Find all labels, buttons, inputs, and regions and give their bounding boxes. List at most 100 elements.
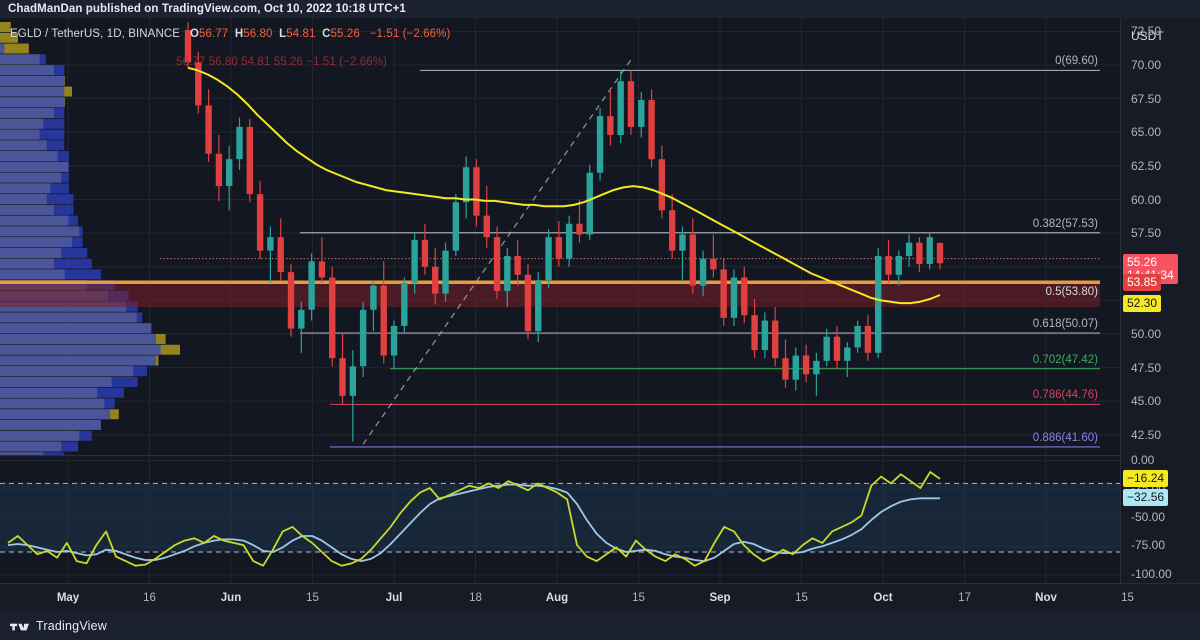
secondary-price-tag-value: 53.85 [1127,275,1158,290]
candle-body [432,266,439,294]
tradingview-glyph-icon [10,623,29,630]
candle-body [329,277,336,359]
profile-inner-bar [0,204,74,215]
oscillator-canvas[interactable] [0,456,1120,583]
ohlc-h-value: 56.80 [243,28,273,40]
time-tick: 17 [958,592,971,604]
tradingview-brand-text: TradingView [36,619,107,633]
candle-body [864,325,872,353]
osc-d-tag-value: −32.56 [1127,489,1165,504]
candle-body [545,237,552,281]
profile-inner-bar [0,355,157,366]
osc-k-tag[interactable]: −16.24 [1123,470,1169,488]
vwap-shade [0,282,1100,308]
time-tick: Oct [873,592,893,604]
candle-body [195,62,202,106]
candle-body [710,258,717,270]
profile-inner-bar [0,387,124,398]
ohlc-change: −1.51 (−2.66%) [369,28,451,40]
price-tick: 72.50 [1131,24,1162,39]
ma-price-tag[interactable]: 52.30 [1123,295,1162,313]
candle-body [813,360,820,375]
price-chart-canvas[interactable] [0,18,1120,455]
candle-body [720,269,727,318]
profile-inner-bar [0,183,69,194]
candle-body [936,242,944,264]
time-tick: Nov [1035,592,1057,604]
osc-k-line [7,471,941,567]
candle-body [318,261,326,278]
candle-body [607,116,614,135]
ma-price-tag-value: 52.30 [1127,296,1158,311]
profile-inner-bar [0,269,101,280]
price-tick: 60.00 [1131,192,1162,207]
candle-body [874,255,882,353]
profile-inner-bar [0,366,147,377]
candle-body [205,105,212,154]
ohlc-l-label: L [279,28,287,40]
profile-inner-bar [0,172,69,183]
time-scale[interactable]: May 16 Jun 15 Jul 18 Aug 15 Sep 15 Oct 17 Nov 15 [0,583,1200,611]
osc-tick: -75.00 [1131,538,1166,553]
price-tick: 62.50 [1131,158,1162,173]
profile-inner-bar [0,140,65,151]
profile-inner-bar [0,108,65,119]
price-chart-panel[interactable]: 0(69.60) 0.382(57.53) 0.5(53.80) 0.618(50.0… [0,18,1120,455]
candle-body [215,153,223,187]
candle-body [535,280,542,332]
candle-body [761,320,769,351]
fib-label: 0.886(41.60) [1032,431,1098,444]
candle-body [349,366,357,396]
candle-body [339,358,346,396]
profile-inner-bar [0,344,161,355]
time-tick: Sep [709,592,731,604]
osc-k-tag-value: −16.24 [1127,471,1165,486]
candle-body [277,237,284,273]
price-tick: 50.00 [1131,326,1162,341]
candle-body [401,282,408,326]
candle-body [256,194,264,251]
candlestick-series[interactable] [184,22,944,442]
candle-body [565,223,573,259]
candle-body [699,258,707,286]
footer-bar: TradingView [0,611,1200,640]
candle-body [792,355,799,380]
symbol-legend[interactable]: EGLD / TetherUS, 1D, BINANCE O56.77 H56.… [10,28,450,40]
symbol-name[interactable]: EGLD / TetherUS, 1D, BINANCE [10,28,181,40]
volume-profile [0,22,180,455]
candle-body [638,100,645,127]
profile-inner-bar [0,258,92,269]
oscillator-panel[interactable] [0,455,1120,583]
osc-tick: -100.00 [1131,566,1172,581]
profile-inner-bar [0,118,65,129]
profile-inner-bar [0,333,157,344]
price-tick: 67.50 [1131,91,1162,106]
profile-inner-bar [0,86,65,97]
last-price-tag-value: 55.26 [1127,255,1158,270]
profile-inner-bar [0,377,138,387]
secondary-price-tag[interactable]: 53.85 [1123,274,1162,292]
profile-inner-bar [0,323,152,334]
tradingview-logo[interactable]: TradingView [10,619,107,633]
time-tick: Jul [385,592,403,604]
time-tick: 15 [795,592,808,604]
profile-inner-bar [0,54,46,65]
osc-d-tag[interactable]: −32.56 [1123,488,1169,506]
candle-body [504,255,511,291]
time-tick: 15 [632,592,645,604]
candle-body [833,336,841,361]
candle-body [514,255,521,275]
candle-body [926,237,933,265]
profile-inner-bar [0,237,83,248]
candle-body [246,126,254,195]
price-scale[interactable]: USDT 72.50 70.00 67.50 65.00 62.50 60.00 57.50 5… [1120,18,1200,583]
fib-label: 0.786(44.76) [1032,389,1098,402]
candle-body [885,255,892,275]
osc-tick: -50.00 [1131,509,1166,524]
candle-body [844,347,851,361]
ohlc-h-label: H [234,28,244,40]
price-tick: 57.50 [1131,226,1162,241]
candle-body [782,358,789,380]
candle-body [751,315,758,351]
candle-body [854,325,861,348]
